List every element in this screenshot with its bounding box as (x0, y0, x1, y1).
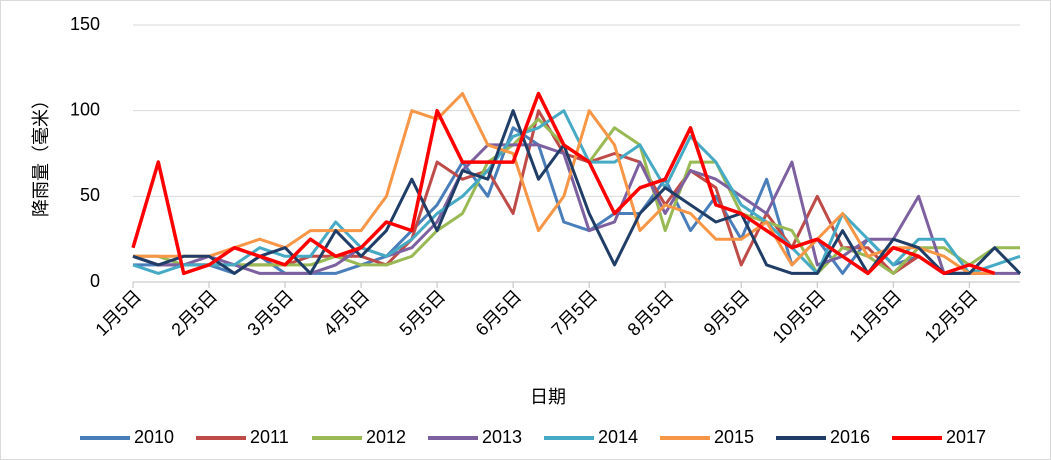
legend-label: 2014 (598, 427, 638, 447)
series-line (131, 91, 996, 276)
legend-label: 2013 (482, 427, 522, 447)
y-tick-label: 100 (70, 99, 100, 119)
legend-label: 2012 (366, 427, 406, 447)
legend-label: 2016 (830, 427, 870, 447)
legend-label: 2010 (134, 427, 174, 447)
y-tick-label: 0 (90, 271, 100, 291)
x-axis-label: 日期 (530, 387, 566, 407)
legend-label: 2015 (714, 427, 754, 447)
series-line (132, 109, 1021, 275)
series-line (132, 143, 1020, 275)
series-line (133, 92, 995, 275)
legend-label: 2017 (946, 427, 986, 447)
legend-label: 2011 (250, 427, 289, 447)
y-tick-label: 150 (70, 14, 100, 34)
y-axis-label: 降雨量（毫米） (31, 91, 51, 217)
y-tick-label: 50 (80, 185, 100, 205)
